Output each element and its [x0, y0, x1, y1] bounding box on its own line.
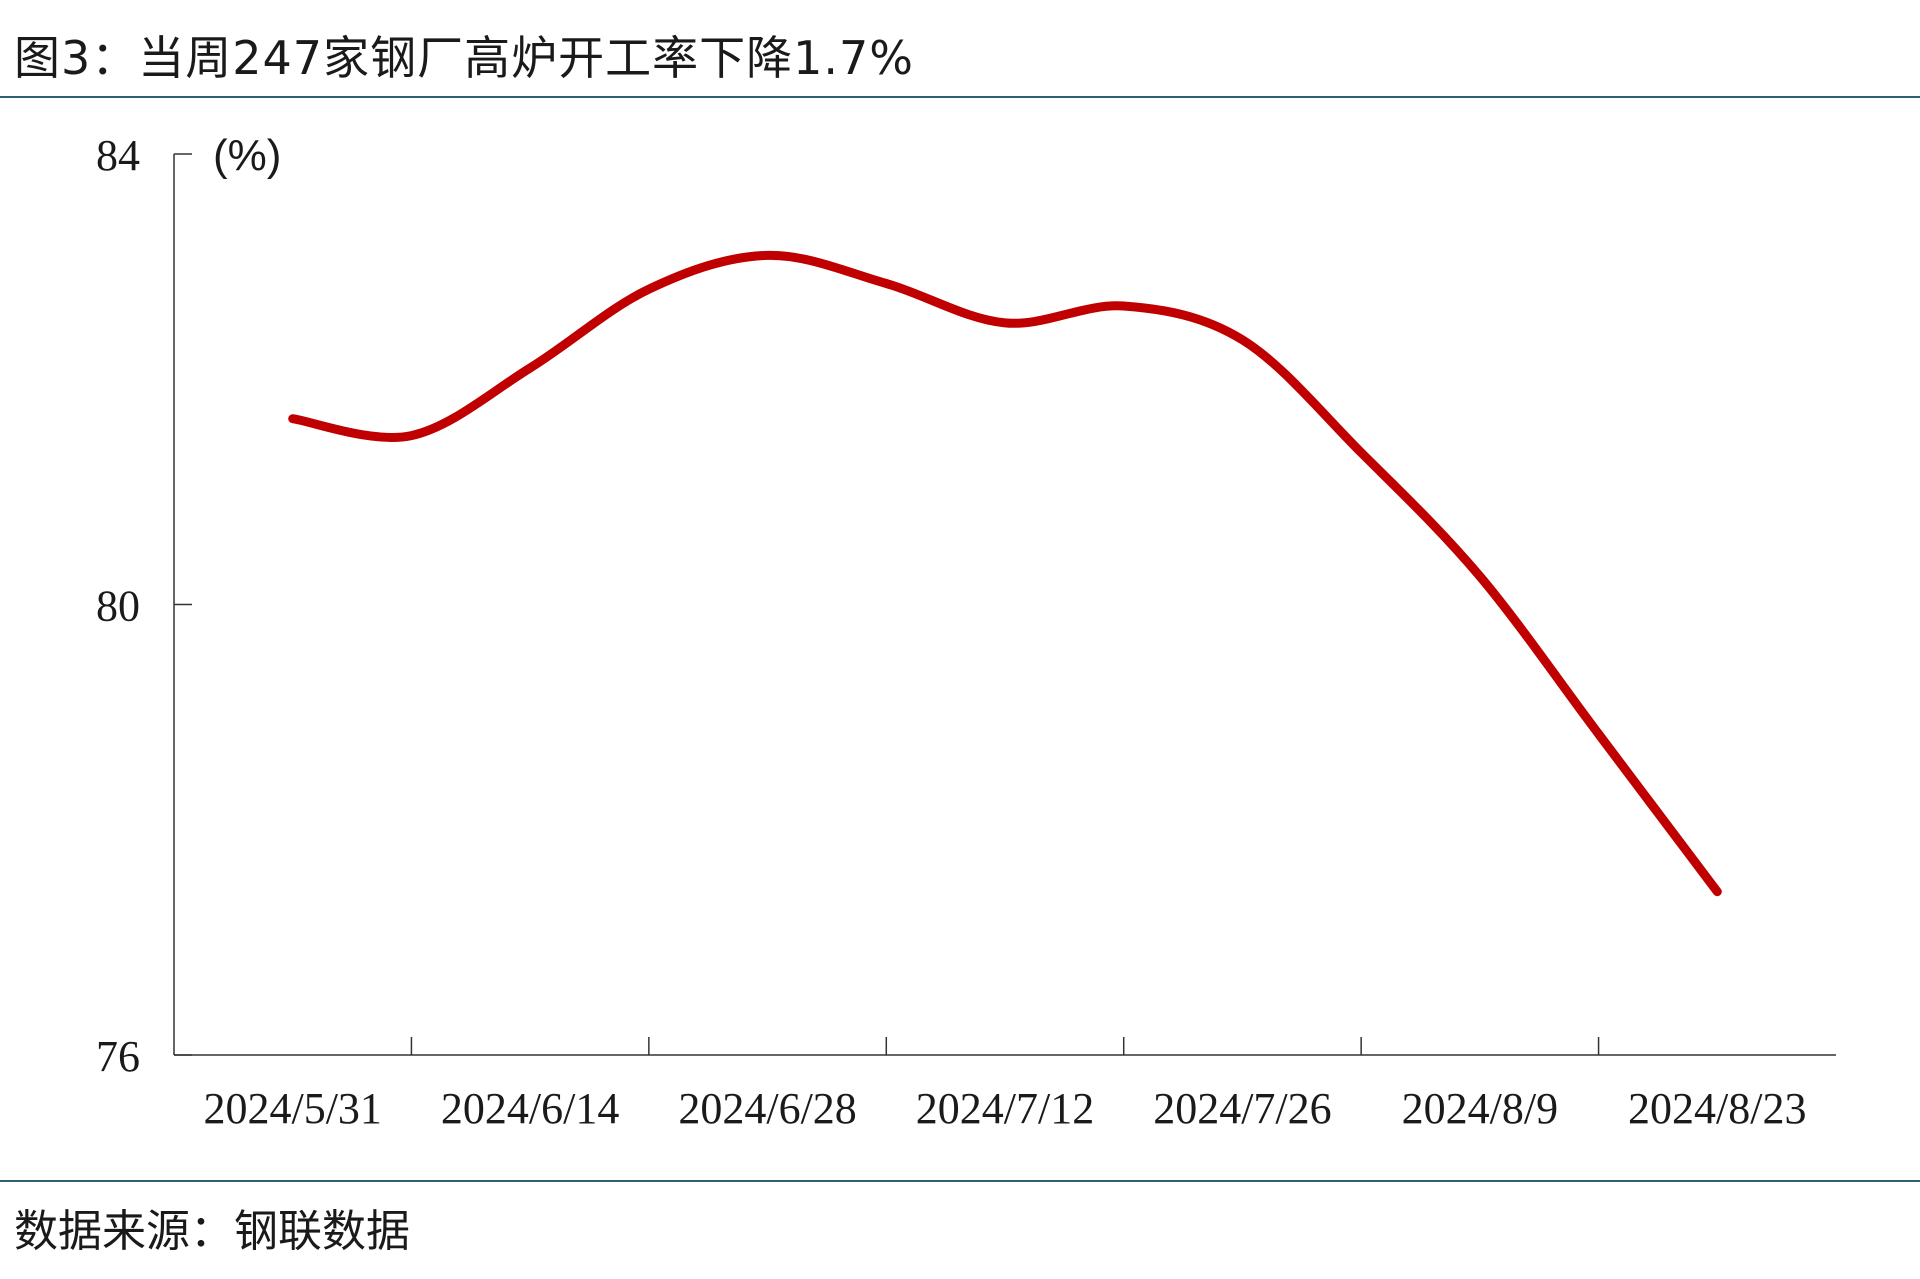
source-divider — [0, 1180, 1920, 1182]
y-tick-label: 76 — [96, 1032, 140, 1081]
x-tick-label: 2024/6/14 — [441, 1084, 619, 1133]
line-chart: 76 80 84 2024/5/31 2024/6/14 2024/6/28 2024/7/… — [96, 131, 1836, 1133]
tick-labels: 76 80 84 2024/5/31 2024/6/14 2024/6/28 2024/7/… — [96, 131, 1807, 1133]
y-tick-label: 80 — [96, 582, 140, 631]
ticks — [174, 153, 1600, 1056]
x-tick-label: 2024/8/23 — [1628, 1084, 1806, 1133]
chart-title: 图3：当周247家钢厂高炉开工率下降1.7% — [14, 31, 914, 85]
x-tick-label: 2024/8/9 — [1402, 1084, 1558, 1133]
x-tick-label: 2024/7/26 — [1153, 1084, 1331, 1133]
y-unit-label: (%) — [213, 131, 281, 180]
series-line — [288, 250, 1722, 897]
x-tick-label: 2024/7/12 — [916, 1084, 1094, 1133]
x-tick-label: 2024/6/28 — [678, 1084, 856, 1133]
y-tick-label: 84 — [96, 131, 140, 180]
series-layer — [288, 250, 1722, 897]
source-note: 数据来源：钢联数据 — [14, 1206, 410, 1257]
axes — [173, 154, 1836, 1056]
x-tick-label: 2024/5/31 — [203, 1084, 381, 1133]
title-divider — [0, 96, 1920, 98]
